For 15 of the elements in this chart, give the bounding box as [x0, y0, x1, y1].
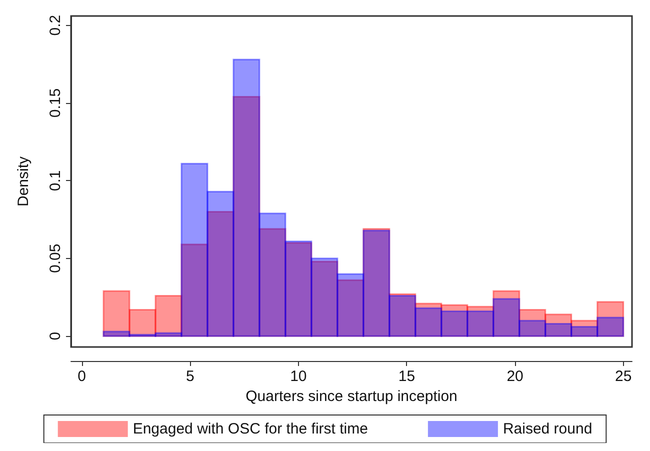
- y-tick-label: 0.1: [47, 170, 64, 192]
- y-tick-label: 0.05: [47, 244, 64, 274]
- x-axis-title: Quarters since startup inception: [246, 388, 458, 405]
- y-tick-label: 0.2: [47, 14, 64, 36]
- legend-label: Raised round: [502, 420, 592, 438]
- x-tick-label: 25: [614, 368, 632, 385]
- x-tick-label: 5: [186, 368, 194, 385]
- y-tick-label: 0: [47, 332, 64, 340]
- y-tick-label: 0.15: [47, 88, 64, 118]
- y-axis-title: Density: [15, 156, 32, 207]
- x-tick-label: 0: [78, 368, 86, 385]
- legend-label: Engaged with OSC for the first time: [132, 420, 368, 438]
- x-tick-label: 20: [506, 368, 524, 385]
- x-tick-label: 15: [398, 368, 416, 385]
- x-tick-label: 10: [290, 368, 307, 385]
